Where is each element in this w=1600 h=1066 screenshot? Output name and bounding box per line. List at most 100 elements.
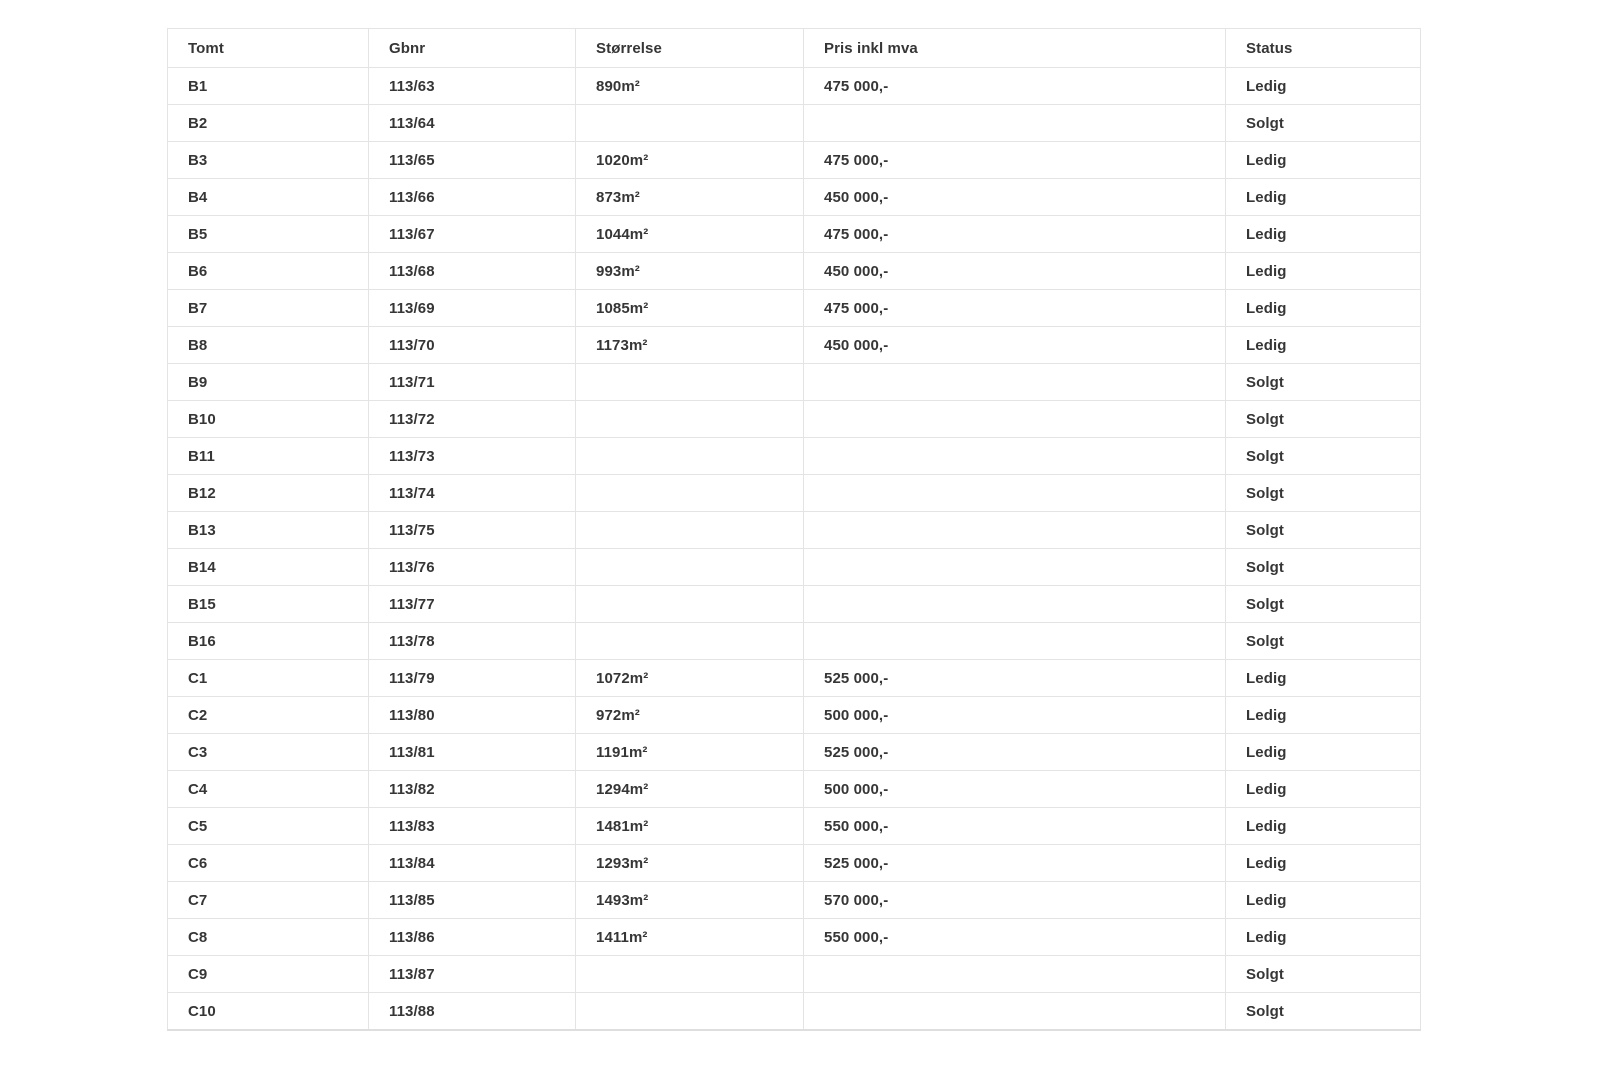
cell-tomt: C5: [167, 807, 369, 845]
column-header-status: Status: [1225, 28, 1421, 68]
table-row: B10 113/72 Solgt: [167, 400, 1421, 438]
cell-storrelse: 993m²: [575, 252, 804, 290]
status-badge: Ledig: [1225, 881, 1421, 919]
cell-pris: 475 000,-: [803, 215, 1226, 253]
cell-pris: 525 000,-: [803, 733, 1226, 771]
table-row: B7 113/69 1085m² 475 000,- Ledig: [167, 289, 1421, 327]
cell-gbnr: 113/82: [368, 770, 576, 808]
cell-storrelse: 1493m²: [575, 881, 804, 919]
status-badge: Solgt: [1225, 622, 1421, 660]
status-badge: Ledig: [1225, 326, 1421, 364]
table-row: C2 113/80 972m² 500 000,- Ledig: [167, 696, 1421, 734]
table-row: C1 113/79 1072m² 525 000,- Ledig: [167, 659, 1421, 697]
status-badge: Solgt: [1225, 400, 1421, 438]
cell-storrelse: 890m²: [575, 67, 804, 105]
cell-pris: 570 000,-: [803, 881, 1226, 919]
cell-tomt: C8: [167, 918, 369, 956]
status-badge: Ledig: [1225, 67, 1421, 105]
table-row: B14 113/76 Solgt: [167, 548, 1421, 586]
cell-storrelse: 1293m²: [575, 844, 804, 882]
table-row: B8 113/70 1173m² 450 000,- Ledig: [167, 326, 1421, 364]
cell-tomt: B8: [167, 326, 369, 364]
cell-storrelse: [575, 585, 804, 623]
cell-storrelse: [575, 955, 804, 993]
cell-pris: 450 000,-: [803, 252, 1226, 290]
plots-table: Tomt Gbnr Størrelse Pris inkl mva Status B1 1…: [167, 28, 1421, 1031]
cell-tomt: B16: [167, 622, 369, 660]
table-row: B9 113/71 Solgt: [167, 363, 1421, 401]
cell-storrelse: 1020m²: [575, 141, 804, 179]
status-badge: Solgt: [1225, 955, 1421, 993]
cell-tomt: B7: [167, 289, 369, 327]
column-header-gbnr: Gbnr: [368, 28, 576, 68]
status-badge: Solgt: [1225, 363, 1421, 401]
cell-tomt: C4: [167, 770, 369, 808]
cell-pris: [803, 992, 1226, 1031]
column-header-storrelse: Størrelse: [575, 28, 804, 68]
plots-table-container: Tomt Gbnr Størrelse Pris inkl mva Status B1 1…: [167, 28, 1421, 1031]
cell-gbnr: 113/74: [368, 474, 576, 512]
cell-pris: 475 000,-: [803, 141, 1226, 179]
cell-pris: [803, 474, 1226, 512]
status-badge: Ledig: [1225, 141, 1421, 179]
cell-storrelse: [575, 511, 804, 549]
status-badge: Ledig: [1225, 807, 1421, 845]
cell-storrelse: [575, 400, 804, 438]
cell-tomt: B9: [167, 363, 369, 401]
cell-gbnr: 113/78: [368, 622, 576, 660]
table-header-row: Tomt Gbnr Størrelse Pris inkl mva Status: [167, 28, 1421, 68]
cell-gbnr: 113/71: [368, 363, 576, 401]
cell-storrelse: 1085m²: [575, 289, 804, 327]
cell-gbnr: 113/83: [368, 807, 576, 845]
table-row: B12 113/74 Solgt: [167, 474, 1421, 512]
table-row: C10 113/88 Solgt: [167, 992, 1421, 1031]
cell-gbnr: 113/67: [368, 215, 576, 253]
status-badge: Ledig: [1225, 733, 1421, 771]
cell-pris: 550 000,-: [803, 807, 1226, 845]
cell-pris: 475 000,-: [803, 67, 1226, 105]
status-badge: Ledig: [1225, 289, 1421, 327]
cell-pris: 450 000,-: [803, 178, 1226, 216]
table-row: B16 113/78 Solgt: [167, 622, 1421, 660]
cell-pris: [803, 104, 1226, 142]
table-row: B4 113/66 873m² 450 000,- Ledig: [167, 178, 1421, 216]
status-badge: Ledig: [1225, 696, 1421, 734]
table-row: C9 113/87 Solgt: [167, 955, 1421, 993]
cell-tomt: B15: [167, 585, 369, 623]
status-badge: Ledig: [1225, 215, 1421, 253]
cell-gbnr: 113/64: [368, 104, 576, 142]
table-row: C3 113/81 1191m² 525 000,- Ledig: [167, 733, 1421, 771]
cell-tomt: B4: [167, 178, 369, 216]
cell-gbnr: 113/80: [368, 696, 576, 734]
table-row: C8 113/86 1411m² 550 000,- Ledig: [167, 918, 1421, 956]
cell-storrelse: 1173m²: [575, 326, 804, 364]
cell-gbnr: 113/73: [368, 437, 576, 475]
cell-gbnr: 113/79: [368, 659, 576, 697]
cell-pris: [803, 585, 1226, 623]
cell-tomt: B12: [167, 474, 369, 512]
cell-gbnr: 113/87: [368, 955, 576, 993]
table-row: B6 113/68 993m² 450 000,- Ledig: [167, 252, 1421, 290]
cell-storrelse: 1044m²: [575, 215, 804, 253]
cell-pris: [803, 437, 1226, 475]
status-badge: Solgt: [1225, 585, 1421, 623]
cell-storrelse: [575, 363, 804, 401]
cell-storrelse: 1191m²: [575, 733, 804, 771]
cell-tomt: C6: [167, 844, 369, 882]
status-badge: Ledig: [1225, 918, 1421, 956]
status-badge: Ledig: [1225, 178, 1421, 216]
column-header-pris: Pris inkl mva: [803, 28, 1226, 68]
cell-storrelse: 1481m²: [575, 807, 804, 845]
cell-gbnr: 113/88: [368, 992, 576, 1031]
cell-gbnr: 113/70: [368, 326, 576, 364]
cell-pris: 500 000,-: [803, 696, 1226, 734]
cell-pris: 475 000,-: [803, 289, 1226, 327]
status-badge: Ledig: [1225, 770, 1421, 808]
status-badge: Solgt: [1225, 104, 1421, 142]
cell-tomt: B2: [167, 104, 369, 142]
cell-gbnr: 113/63: [368, 67, 576, 105]
cell-tomt: B6: [167, 252, 369, 290]
cell-pris: 525 000,-: [803, 659, 1226, 697]
cell-tomt: C3: [167, 733, 369, 771]
cell-pris: [803, 955, 1226, 993]
